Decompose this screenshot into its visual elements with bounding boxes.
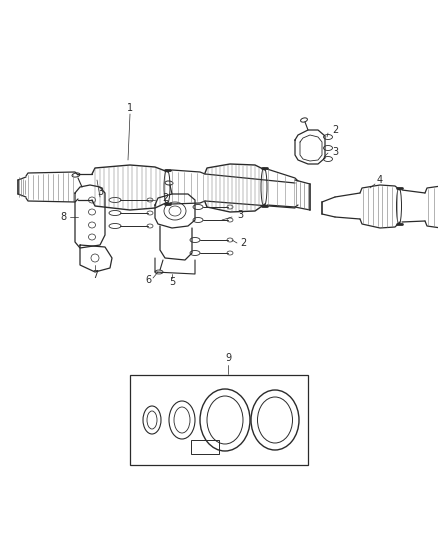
- Text: 6: 6: [145, 275, 151, 285]
- Text: 7: 7: [92, 270, 98, 280]
- Text: 1: 1: [127, 103, 133, 113]
- Text: 3: 3: [97, 187, 103, 197]
- Text: 3: 3: [237, 210, 243, 220]
- Text: 5: 5: [169, 277, 175, 287]
- Text: 3: 3: [332, 147, 338, 157]
- Text: 4: 4: [377, 175, 383, 185]
- Bar: [191, 440, 219, 454]
- Text: 9: 9: [225, 353, 231, 363]
- Text: 2: 2: [240, 238, 246, 248]
- Text: 2: 2: [162, 193, 168, 203]
- Text: 8: 8: [60, 212, 66, 222]
- Bar: [130, 375, 308, 465]
- Text: 2: 2: [332, 125, 338, 135]
